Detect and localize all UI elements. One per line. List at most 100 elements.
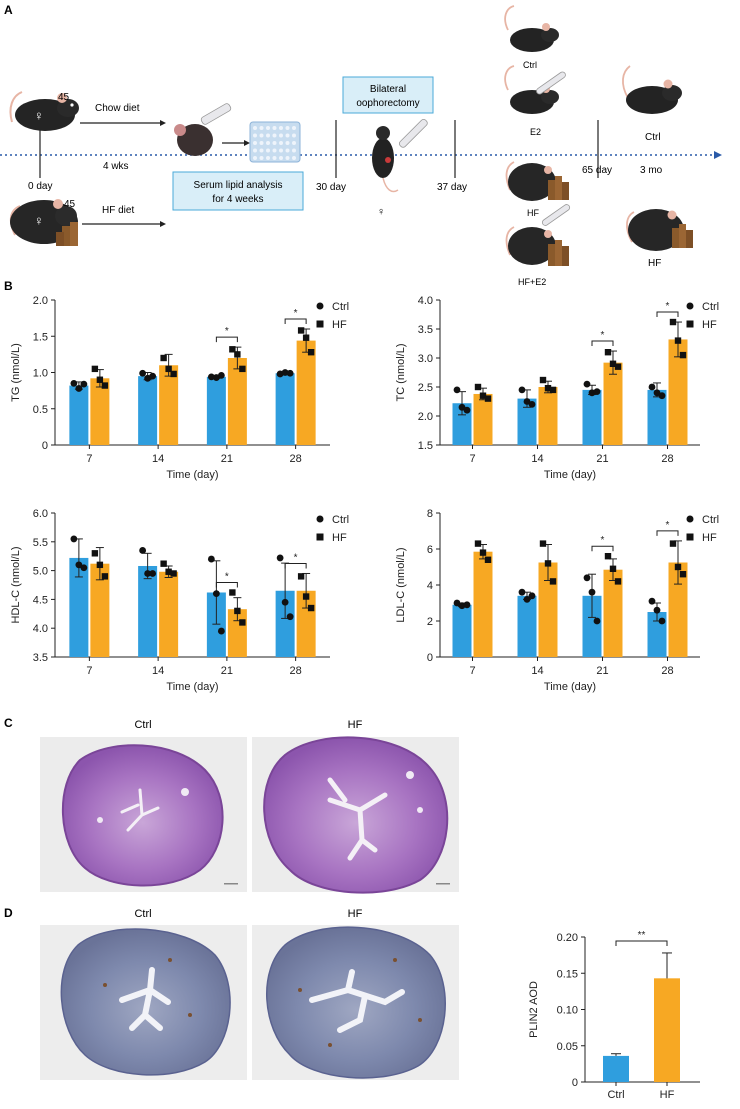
data-point-hf [239, 619, 246, 626]
y-tick-label: 3.5 [33, 652, 48, 664]
data-point-ctrl [518, 588, 526, 596]
bar-ctrl [647, 389, 667, 445]
legend-label-hf: HF [332, 319, 347, 331]
x-axis-label: Time (day) [166, 681, 218, 693]
legend-marker-ctrl [686, 515, 694, 523]
legend-marker-hf [316, 533, 324, 541]
data-point-ctrl [653, 389, 661, 397]
mouse-female-hf [9, 199, 78, 246]
bar-hf [668, 339, 688, 445]
data-point-ctrl [588, 588, 596, 596]
legend-label-hf: HF [332, 532, 347, 544]
label-day65: 65 day [582, 165, 612, 176]
bar-hf [473, 393, 493, 445]
well-dot [266, 148, 270, 153]
data-point-ctrl [80, 380, 88, 388]
data-point-hf [302, 593, 310, 600]
x-tick-label: HF [660, 1089, 675, 1101]
data-point-hf [91, 550, 99, 557]
data-point-hf [474, 540, 482, 547]
group-hf: HF [527, 208, 539, 218]
bar-hf [159, 571, 179, 657]
legend-label-hf: HF [702, 532, 717, 544]
data-point-hf [302, 334, 310, 341]
bar-ctrl [206, 376, 226, 445]
bar-hf [603, 569, 623, 657]
significance-bracket [656, 530, 679, 536]
label-day0: 0 day [28, 181, 52, 192]
data-point-ctrl [80, 564, 88, 572]
bar-hf [538, 562, 558, 657]
y-tick-label: 2.0 [33, 295, 48, 307]
y-tick-label: 5.5 [33, 537, 48, 549]
timeline-arrowhead [714, 151, 722, 159]
well-dot [259, 148, 264, 153]
significance-star: * [666, 520, 670, 531]
significance-bracket [591, 340, 614, 347]
data-point-ctrl [458, 403, 466, 411]
well-dot [285, 156, 290, 160]
age-bottom: 45 [64, 199, 76, 210]
bar-ctrl [582, 389, 602, 445]
data-point-ctrl [648, 597, 656, 605]
data-point-ctrl [212, 590, 220, 598]
surgery-line1: Bilateral [370, 84, 406, 95]
data-point-hf [307, 349, 315, 356]
data-point-hf [544, 560, 552, 567]
panel-c-ctrl-label: Ctrl [134, 719, 151, 731]
y-tick-label: 2.5 [418, 382, 433, 394]
bar-ctrl [69, 557, 89, 657]
y-tick-label: 0 [427, 652, 433, 664]
group-e2: E2 [530, 127, 541, 137]
data-point-ctrl [583, 574, 591, 582]
y-axis-label: PLIN2 AOD [528, 981, 540, 1038]
data-point-hf [101, 573, 109, 580]
female-symbol-icon: ♀ [34, 213, 44, 228]
well-dot [253, 156, 257, 160]
y-tick-label: 0.10 [557, 1005, 578, 1017]
x-tick-label: Ctrl [607, 1089, 624, 1101]
data-point-hf [614, 578, 622, 585]
data-point-ctrl [139, 547, 147, 554]
y-tick-label: 1.0 [33, 368, 48, 380]
well-dot [272, 133, 277, 138]
data-point-ctrl [207, 555, 215, 563]
data-point-hf [101, 382, 109, 389]
x-tick-label: 14 [152, 665, 164, 677]
data-point-hf [160, 560, 167, 567]
well-dot [279, 156, 283, 160]
well-dot [259, 156, 264, 160]
data-point-hf [165, 365, 172, 373]
chart-hdl: 3.5 4.0 4.5 5.0 5.5 6.0 HDL-C (nmol/L) Time (da… [10, 508, 349, 693]
data-point-ctrl [518, 386, 526, 394]
y-tick-label: 2 [427, 616, 433, 628]
data-point-ctrl [463, 406, 471, 414]
serum-analysis-box [172, 171, 304, 211]
data-point-hf [674, 563, 682, 571]
bar-ctrl [138, 376, 158, 445]
data-point-hf [604, 553, 612, 560]
data-point-hf [604, 349, 612, 356]
well-dot [279, 133, 283, 138]
significance-star: * [666, 301, 670, 312]
well-dot [259, 141, 264, 145]
oophorectomy-box [342, 76, 434, 114]
significance-star: ** [638, 930, 646, 941]
y-tick-label: 5.0 [33, 566, 48, 578]
data-point-ctrl [286, 369, 294, 377]
data-point-ctrl [523, 596, 531, 603]
data-point-ctrl [276, 554, 284, 562]
data-point-ctrl [207, 373, 215, 381]
y-tick-label: 6 [427, 544, 433, 556]
data-point-hf [679, 571, 687, 578]
y-tick-label: 3.0 [418, 353, 433, 365]
data-point-ctrl [583, 380, 591, 388]
data-point-hf [297, 573, 305, 580]
y-axis-label: LDL-C (nmol/L) [395, 547, 407, 622]
data-point-ctrl [528, 592, 536, 600]
legend-marker-ctrl [316, 515, 324, 523]
serum-line1: Serum lipid analysis [194, 180, 283, 191]
mouse-female-chow [9, 91, 79, 131]
data-point-hf [549, 578, 557, 585]
